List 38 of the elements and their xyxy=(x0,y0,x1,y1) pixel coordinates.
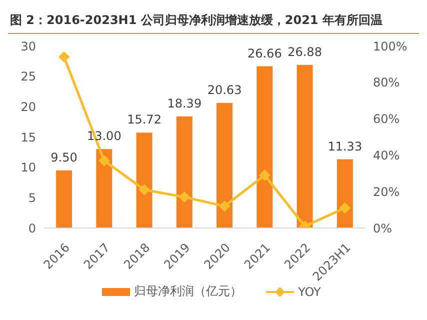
bar xyxy=(256,66,273,228)
y2-tick-label: 100% xyxy=(373,39,408,54)
chart-title: 图 2：2016-2023H1 公司归母净利润增速放缓，2021 年有所回温 xyxy=(8,8,419,34)
bar xyxy=(296,64,313,228)
data-label: 9.50 xyxy=(50,150,78,164)
point xyxy=(259,170,270,181)
bar xyxy=(136,132,152,228)
data-label: 18.39 xyxy=(167,96,202,110)
legend-label: 归母净利润（亿元） xyxy=(133,283,242,300)
data-label: 26.66 xyxy=(247,46,282,60)
point xyxy=(219,200,230,212)
y-tick-label: 10 xyxy=(20,160,36,175)
legend-label: YOY xyxy=(297,284,321,300)
data-label: 11.33 xyxy=(328,139,362,154)
bar xyxy=(176,116,192,228)
point xyxy=(339,202,350,214)
y-tick-label: 30 xyxy=(20,39,36,54)
bar xyxy=(96,149,112,228)
point xyxy=(178,192,190,203)
point xyxy=(98,155,110,166)
y2-tick-label: 80% xyxy=(373,76,400,90)
y2-tick-label: 0% xyxy=(373,221,392,236)
bar xyxy=(56,170,72,228)
point xyxy=(58,51,70,62)
data-label: 20.63 xyxy=(207,82,242,97)
bar xyxy=(336,159,353,228)
y-tick-label: 0 xyxy=(28,221,36,236)
data-label: 26.88 xyxy=(288,44,322,59)
y-tick-label: 25 xyxy=(20,70,36,84)
y-tick-label: 15 xyxy=(20,130,36,144)
bar xyxy=(216,102,233,228)
y-tick-label: 20 xyxy=(20,100,36,114)
y2-tick-label: 20% xyxy=(373,184,400,199)
y2-tick-label: 60% xyxy=(373,112,400,126)
y2-tick-label: 40% xyxy=(373,148,400,162)
y-tick-label: 5 xyxy=(28,190,36,205)
data-label: 15.72 xyxy=(127,112,162,127)
point xyxy=(138,184,150,196)
